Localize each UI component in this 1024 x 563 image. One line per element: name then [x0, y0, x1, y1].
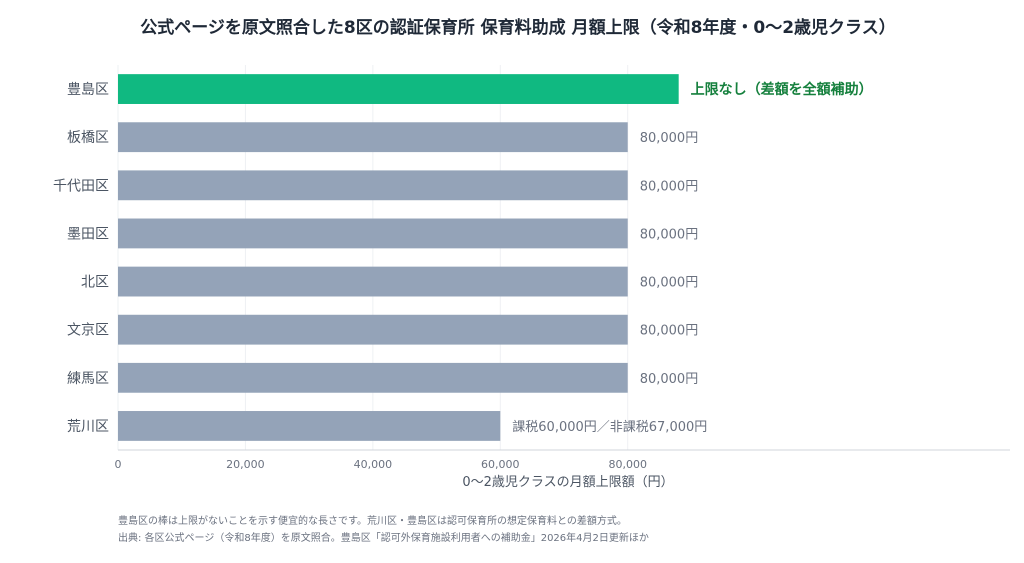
category-label: 板橋区	[67, 130, 109, 146]
x-axis-label: 0〜2歳児クラスの月額上限額（円）	[462, 475, 673, 490]
category-label: 練馬区	[67, 371, 109, 387]
value-label: 課税60,000円／非課税67,000円	[512, 419, 707, 435]
x-tick-label: 0	[115, 458, 122, 471]
bar	[118, 170, 628, 201]
category-label: 北区	[81, 275, 109, 291]
value-label: 80,000円	[640, 131, 699, 146]
value-label: 80,000円	[640, 227, 699, 242]
category-label: 墨田区	[67, 226, 109, 242]
x-tick-label: 60,000	[481, 458, 520, 471]
bar	[118, 218, 628, 249]
note-2: 出典: 各区公式ページ（令和8年度）を原文照合。豊島区「認可外保育施設利用者への…	[118, 531, 649, 544]
bar	[118, 411, 501, 441]
bar	[118, 362, 628, 393]
bar	[118, 74, 679, 104]
bar	[118, 266, 628, 297]
category-label: 千代田区	[53, 178, 109, 194]
value-label: 80,000円	[640, 276, 699, 291]
bar	[118, 314, 628, 345]
value-label: 80,000円	[640, 324, 699, 339]
x-tick-label: 20,000	[226, 458, 265, 471]
x-tick-label: 40,000	[354, 458, 393, 471]
note-1: 豊島区の棒は上限がないことを示す便宜的な長さです。荒川区・豊島区は認可保育所の想…	[118, 514, 627, 527]
chart-title: 公式ページを原文照合した8区の認証保育所 保育料助成 月額上限（令和8年度・0〜…	[140, 17, 895, 38]
value-label: 80,000円	[640, 372, 699, 387]
category-label: 文京区	[67, 323, 109, 339]
category-label: 荒川区	[67, 419, 109, 435]
value-label: 上限なし（差額を全額補助）	[691, 81, 873, 98]
x-axis: 0 20,000 40,000 60,000 80,000	[115, 449, 1010, 471]
bar	[118, 122, 628, 153]
category-label: 豊島区	[67, 82, 109, 98]
x-tick-label: 80,000	[608, 458, 647, 471]
value-label: 80,000円	[640, 179, 699, 194]
